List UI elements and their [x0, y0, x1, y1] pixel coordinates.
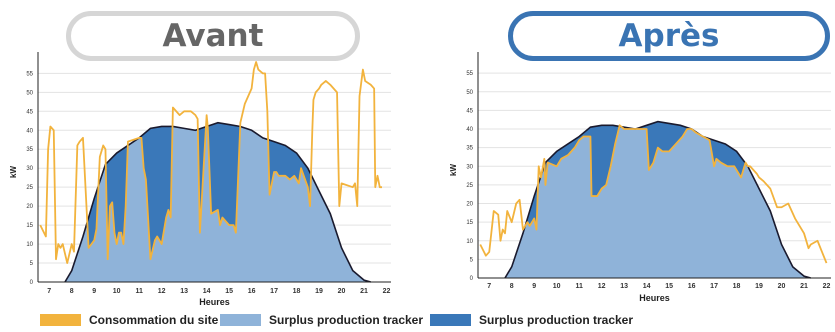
x-tick-label: 14 [203, 288, 211, 295]
production-surplus-light-area [64, 126, 371, 282]
x-tick-label: 9 [92, 288, 96, 295]
x-tick-label: 19 [755, 283, 763, 290]
y-tick-label: 15 [466, 220, 473, 226]
y-tick-label: 40 [466, 127, 473, 133]
x-tick-label: 21 [800, 283, 808, 290]
legend-swatch-consumption [40, 314, 81, 326]
y-tick-label: 50 [466, 90, 473, 96]
x-tick-label: 11 [135, 288, 143, 295]
y-tick-label: 35 [26, 147, 33, 153]
production-line [64, 121, 371, 283]
y-tick-label: 30 [26, 166, 33, 172]
production-surplus-light-area [504, 126, 811, 279]
x-tick-label: 19 [315, 288, 323, 295]
x-tick-label: 7 [487, 283, 491, 290]
y-tick-label: 25 [26, 185, 33, 191]
x-tick-label: 22 [823, 283, 831, 290]
x-tick-label: 15 [665, 283, 673, 290]
consumption-line [479, 124, 828, 264]
x-tick-label: 18 [293, 288, 301, 295]
x-tick-label: 16 [688, 283, 696, 290]
y-tick-label: 25 [466, 183, 473, 189]
x-tick-label: 18 [733, 283, 741, 290]
legend-label-surplus-light: Surplus production tracker [269, 313, 424, 327]
x-tick-label: 13 [620, 283, 628, 290]
x-tick-label: 7 [47, 288, 51, 295]
y-tick-label: 20 [26, 204, 33, 210]
y-tick-label: 45 [26, 109, 33, 115]
y-tick-label: 0 [470, 276, 474, 282]
y-tick-label: 10 [26, 242, 33, 248]
y-tick-label: 55 [466, 71, 473, 77]
legend-label-consumption: Consommation du site [89, 313, 219, 327]
legend-swatch-surplus-light [220, 314, 261, 326]
x-tick-label: 20 [778, 283, 786, 290]
x-axis-title: Heures [199, 297, 230, 307]
legend-item-consumption: Consommation du site [40, 313, 220, 327]
y-tick-label: 20 [466, 202, 473, 208]
x-tick-label: 20 [338, 288, 346, 295]
x-tick-label: 10 [113, 288, 121, 295]
title-after: Après [508, 11, 830, 61]
x-tick-label: 9 [532, 283, 536, 290]
x-tick-label: 17 [710, 283, 718, 290]
legend-label-surplus-dark: Surplus production tracker [479, 313, 634, 327]
x-tick-label: 8 [70, 288, 74, 295]
chart-after: 0 5 10 15 20 25 30 35 40 45 50 55 7 8 9 10 11 12 13 14 15 16 1… [449, 52, 831, 303]
y-tick-label: 15 [26, 223, 33, 229]
x-tick-label: 14 [643, 283, 651, 290]
legend-item-surplus-dark: Surplus production tracker [430, 313, 633, 327]
y-tick-label: 45 [466, 108, 473, 114]
y-tick-label: 50 [26, 90, 33, 96]
y-tick-label: 5 [470, 257, 474, 263]
production-line [504, 120, 811, 279]
y-axis-title: kW [9, 166, 18, 178]
x-tick-label: 11 [575, 283, 583, 290]
y-axis-title: kW [449, 164, 458, 176]
x-tick-label: 15 [225, 288, 233, 295]
x-tick-label: 17 [270, 288, 278, 295]
y-tick-label: 55 [26, 71, 33, 77]
legend-swatch-surplus-dark [430, 314, 471, 326]
consumption-line [39, 61, 383, 264]
x-tick-label: 13 [180, 288, 188, 295]
x-tick-label: 12 [158, 288, 166, 295]
x-tick-label: 21 [360, 288, 368, 295]
y-tick-label: 5 [30, 261, 34, 267]
x-tick-label: 16 [248, 288, 256, 295]
y-tick-label: 0 [30, 280, 34, 286]
x-tick-label: 22 [383, 288, 391, 295]
y-tick-label: 35 [466, 146, 473, 152]
y-tick-label: 30 [466, 164, 473, 170]
x-axis-title: Heures [639, 293, 670, 303]
chart-before: 0 5 10 15 20 25 30 35 40 45 50 55 7 8 9 10 11 12 13 14 15 16 1… [9, 52, 391, 307]
legend: Consommation du site Surplus production … [40, 313, 633, 327]
x-tick-label: 12 [598, 283, 606, 290]
title-before: Avant [66, 11, 360, 61]
y-tick-label: 10 [466, 239, 473, 245]
legend-item-surplus-light: Surplus production tracker [220, 313, 430, 327]
x-tick-label: 10 [553, 283, 561, 290]
y-tick-label: 40 [26, 128, 33, 134]
x-tick-label: 8 [510, 283, 514, 290]
